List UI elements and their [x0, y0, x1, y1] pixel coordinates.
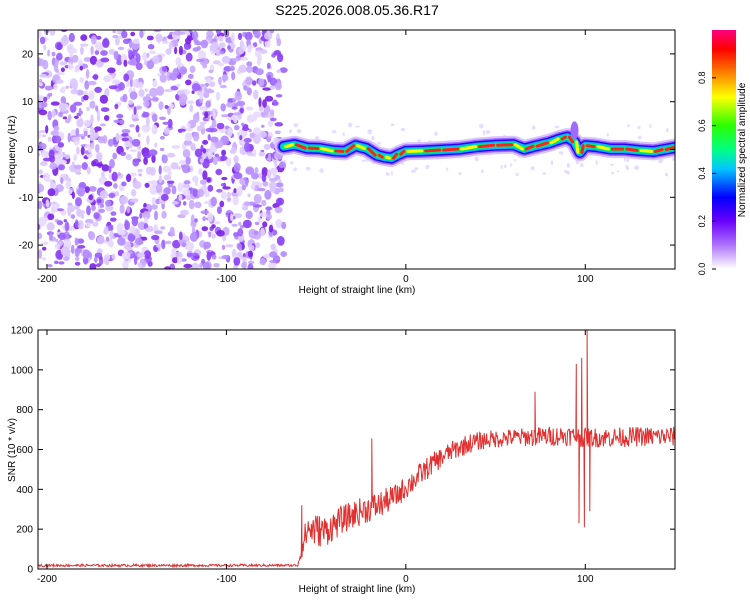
- snr-y-tick-6: 1200: [11, 326, 675, 337]
- snr-y-tick-label: 200: [16, 525, 33, 536]
- snr-y-tick-label: 1000: [11, 365, 34, 376]
- snr-y-axis-label: SNR (10 * v/v): [7, 418, 18, 482]
- snr-series-line: [38, 330, 675, 567]
- ridge-core-segment: [582, 146, 583, 153]
- spectrogram-y-tick-label: 0: [27, 145, 33, 156]
- ridge-core-segment: [641, 150, 651, 151]
- snr-y-tick-1: 200: [16, 525, 675, 536]
- spectrogram-x-axis-label: Height of straight line (km): [299, 285, 416, 296]
- ridge-core-segment: [426, 150, 440, 151]
- colorbar-tick-label: 0.4: [697, 167, 707, 180]
- snr-panel: -200 -100 0 100 0 200 400 600 800 1000 1200 Heigh…: [7, 326, 675, 596]
- snr-y-tick-label: 400: [16, 485, 33, 496]
- ridge-core-segment: [379, 155, 382, 157]
- spectrogram-x-tick-label: 100: [577, 274, 594, 285]
- snr-x-tick-label: -200: [37, 574, 57, 585]
- snr-y-tick-5: 1000: [11, 365, 675, 376]
- ridge-core-segment: [577, 142, 578, 153]
- snr-x-tick-label: 100: [577, 574, 594, 585]
- ridge-core-segment: [655, 150, 662, 152]
- snr-y-tick-3: 600: [16, 445, 675, 456]
- colorbar-tick-label: 0.2: [697, 215, 707, 228]
- snr-x-ticks: -200 -100 0 100: [37, 330, 594, 585]
- colorbar-tick-label: 0.6: [697, 119, 707, 132]
- ridge-core-segment: [627, 149, 637, 150]
- ridge-plume: [571, 121, 579, 139]
- spectrogram-x-ticks: -200 -100 0 100: [37, 30, 594, 285]
- spectrogram-x-tick-label: 0: [403, 274, 409, 285]
- spectrogram-x-tick-label: -100: [216, 274, 236, 285]
- figure-title: S225.2026.008.05.36.R17: [275, 2, 439, 18]
- snr-y-ticks: 0 200 400 600 800 1000 1200: [11, 326, 675, 576]
- spectrogram-y-tick-label: -10: [19, 193, 34, 204]
- snr-y-tick-2: 400: [16, 485, 675, 496]
- snr-y-tick-label: 1200: [11, 326, 34, 337]
- snr-x-tick-0: -200: [37, 330, 57, 585]
- ridge-core-segment: [480, 145, 494, 146]
- spectrogram-x-tick-label: -200: [37, 274, 57, 285]
- snr-x-tick-1: -100: [216, 330, 236, 585]
- ridge-core-segment: [444, 149, 458, 150]
- colorbar-tick-label: 0.0: [697, 263, 707, 276]
- ridge-core-segment: [562, 137, 565, 139]
- colorbar-label: Normalized spectral amplitude: [737, 82, 748, 217]
- snr-y-tick-label: 0: [27, 565, 33, 576]
- ridge-core-segment: [286, 145, 293, 147]
- colorbar-gradient: [712, 30, 736, 269]
- spectrogram-y-tick-label: -20: [19, 241, 34, 252]
- colorbar-tick-label: 0.8: [697, 72, 707, 85]
- spectrogram-y-tick-label: 10: [22, 97, 34, 108]
- spectrogram-y-tick-4: -20: [19, 241, 675, 252]
- snr-y-tick-label: 600: [16, 445, 33, 456]
- snr-x-tick-2: 0: [403, 330, 409, 585]
- snr-y-tick-label: 800: [16, 405, 33, 416]
- ridge-core-segment: [587, 146, 594, 147]
- snr-x-tick-label: -100: [216, 574, 236, 585]
- spectrogram-y-axis-label: Frequency (Hz): [7, 116, 18, 185]
- snr-x-axis-label: Height of straight line (km): [299, 584, 416, 595]
- spectrogram-y-tick-label: 20: [22, 49, 34, 60]
- ridge-core-segment: [386, 157, 389, 158]
- colorbar: 0.0 0.2 0.4 0.6 0.8 Normalized spectral ampl…: [697, 30, 748, 275]
- ridge-core-segment: [401, 151, 404, 154]
